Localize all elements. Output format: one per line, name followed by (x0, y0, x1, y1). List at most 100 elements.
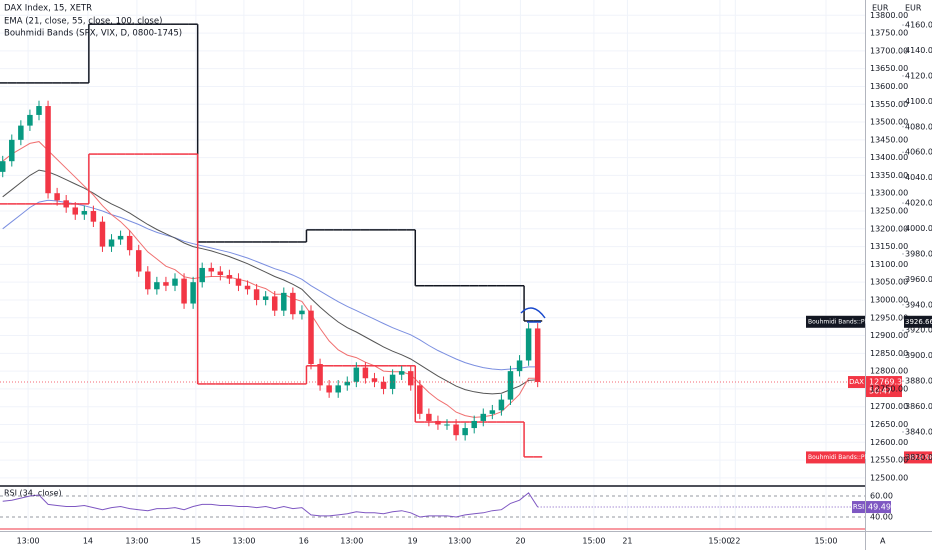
candle (353, 362, 360, 388)
indicator-value-box (904, 451, 932, 464)
y-tick-label: 12900.00 (870, 331, 908, 340)
candle-body (435, 420, 441, 425)
candle-body (489, 410, 496, 414)
candle-body (534, 328, 541, 383)
y-tick-label: 12750.00 (870, 384, 908, 393)
candle (0, 155, 6, 178)
candle-body (498, 399, 505, 411)
candle (444, 419, 450, 430)
indicator-value-box (904, 315, 932, 328)
candle (344, 376, 351, 391)
candle (9, 134, 15, 167)
x-tick-label: 14 (83, 537, 93, 546)
candle-body (253, 289, 260, 300)
axis-unit: EUR (905, 4, 922, 13)
candle-body (389, 374, 396, 389)
candle-body (172, 278, 178, 286)
candle-body (81, 211, 88, 215)
candle-body (262, 296, 269, 300)
y-tick-label: 12500.00 (870, 473, 908, 482)
x-tick-label: 15:00 (582, 537, 605, 546)
indicator-value: 3926.66 (905, 318, 932, 326)
y2-tick-label: 3840.00 (905, 427, 932, 436)
candle (199, 262, 205, 288)
candle (417, 380, 423, 420)
candle-body (299, 310, 305, 315)
candle-body (36, 106, 42, 115)
candle-body (417, 385, 423, 414)
candle-body (163, 282, 169, 286)
x-tick-label: 13:00 (232, 537, 255, 546)
candle-body (453, 424, 459, 436)
candle-body (54, 193, 60, 201)
candle (498, 394, 505, 416)
candle (54, 187, 60, 206)
y-tick-label: 12600.00 (870, 438, 908, 447)
scale-button[interactable]: A (880, 537, 886, 546)
countdown: 50:47 (869, 387, 892, 396)
candle-body (108, 239, 115, 247)
y2-tick-label: 3900.00 (905, 351, 932, 360)
indicator-legend: Bouhmidi Bands (SPX, VIX, D, 0800-1745) (4, 29, 182, 39)
candle (471, 415, 477, 434)
candle-body (525, 328, 532, 361)
candle (335, 380, 341, 398)
ema-line (2, 141, 538, 418)
y-tick-label: 13500.00 (870, 118, 908, 127)
ema-line (2, 169, 538, 395)
candle-body (244, 285, 251, 290)
y2-tick-label: 3880.00 (905, 377, 932, 386)
candle (217, 266, 224, 281)
y-tick-label: 13050.00 (870, 278, 908, 287)
y-tick-label: 13700.00 (870, 46, 908, 55)
y-tick-label: 13650.00 (870, 64, 908, 73)
candle-body (444, 424, 450, 426)
y-tick-label: 13000.00 (870, 295, 908, 304)
candle-body (27, 114, 33, 126)
y2-tick-label: 3980.00 (905, 249, 932, 258)
x-tick-label: 15:00 (814, 537, 837, 546)
y-tick-label: 13750.00 (870, 29, 908, 38)
candle-body (471, 420, 477, 429)
candle-body (135, 250, 142, 272)
y-tick-label: 12800.00 (870, 367, 908, 376)
candle (271, 291, 278, 316)
candle (81, 205, 88, 220)
candle (145, 266, 151, 295)
candle-body (9, 139, 15, 162)
candle (362, 362, 369, 384)
y-tick-label: 13150.00 (870, 242, 908, 251)
y-tick-label: 12950.00 (870, 313, 908, 322)
y2-tick-label: 4160.00 (905, 21, 932, 30)
y2-tick-label: 3860.00 (905, 402, 932, 411)
ema-line (2, 199, 538, 371)
candle-body (480, 413, 487, 421)
candle-body (462, 428, 468, 436)
price-tag-box (866, 376, 902, 398)
candle-body (117, 235, 124, 240)
candle (253, 283, 260, 306)
x-tick-label: 13:00 (17, 537, 40, 546)
candle (126, 230, 133, 256)
candle (480, 408, 487, 427)
candle (90, 205, 97, 228)
y2-tick-label: 4140.00 (905, 46, 932, 55)
candle (326, 380, 332, 398)
candle (308, 305, 314, 370)
rsi-tag-label: RSI (853, 503, 864, 511)
candle-body (126, 235, 133, 251)
y2-tick-label: 3920.00 (905, 326, 932, 335)
candle (208, 262, 215, 277)
candle (135, 244, 142, 277)
x-tick-label: 15 (191, 537, 201, 546)
candle-body (208, 267, 215, 272)
candle (108, 234, 115, 252)
candle-body (281, 292, 287, 311)
rsi-title: RSI (34, close) (4, 489, 62, 498)
candle (290, 287, 296, 320)
candle-body (199, 267, 205, 283)
plot (0, 23, 543, 518)
candle-body (226, 275, 233, 279)
y-tick-label: 12550.00 (870, 456, 908, 465)
